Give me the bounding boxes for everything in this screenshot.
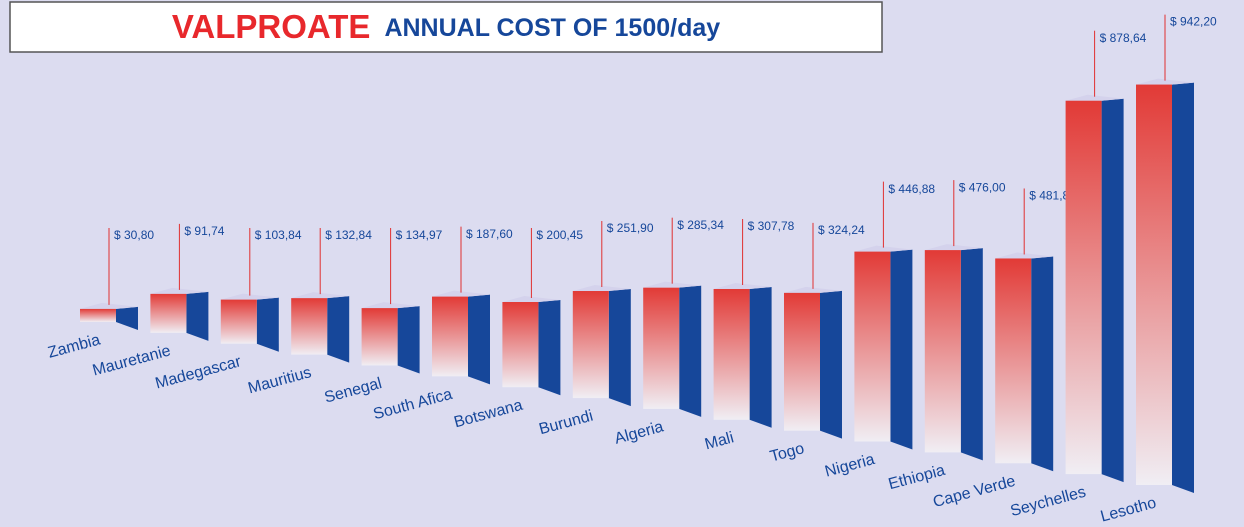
bar-top: [854, 245, 913, 252]
value-label: $ 878,64: [1100, 31, 1147, 45]
bar-top: [361, 302, 420, 309]
bar: [784, 292, 820, 431]
x-tick-label: South Afica: [372, 386, 455, 423]
value-label: $ 285,34: [677, 218, 724, 232]
bar-side: [679, 285, 702, 417]
bar-side: [256, 297, 279, 352]
bar-top: [80, 302, 138, 309]
bar-side: [538, 300, 561, 396]
bar: [643, 287, 680, 409]
x-tick-label: Lesotho: [1099, 494, 1158, 525]
value-label: $ 481,88: [1029, 189, 1076, 203]
value-label: $ 324,24: [818, 223, 865, 237]
title-line: VALPROATE ANNUAL COST OF 1500/day: [172, 8, 720, 45]
value-label: $ 30,80: [114, 228, 154, 242]
x-tick-label: Burundi: [537, 408, 595, 439]
bar-top: [572, 285, 631, 292]
bar-side: [1172, 82, 1194, 493]
bar-top: [502, 296, 561, 303]
value-label: $ 307,78: [748, 219, 795, 233]
bar-top: [220, 293, 279, 300]
x-tick-label: Zambia: [46, 331, 102, 361]
bar-top: [713, 282, 772, 289]
bar: [1136, 84, 1172, 485]
bar-top: [995, 252, 1054, 259]
value-label: $ 942,20: [1170, 15, 1217, 29]
value-label: $ 476,00: [959, 180, 1006, 194]
bar-side: [397, 306, 420, 374]
bar: [924, 250, 961, 453]
bar: [502, 302, 539, 388]
bar-side: [1101, 98, 1124, 483]
bar-side: [116, 306, 138, 330]
bar: [291, 298, 328, 355]
bar: [361, 308, 398, 366]
bar-top: [432, 290, 490, 297]
bar: [432, 296, 468, 377]
bar: [80, 308, 116, 322]
value-label: $ 187,60: [466, 227, 513, 241]
chart-title: VALPROATE: [172, 8, 371, 45]
bar: [572, 291, 609, 399]
bar-side: [468, 294, 490, 385]
value-label: $ 200,45: [536, 228, 583, 242]
value-label: $ 103,84: [255, 228, 302, 242]
value-label: $ 251,90: [607, 221, 654, 235]
x-tick-label: Botswana: [452, 397, 524, 432]
bar: [150, 293, 187, 333]
bar-side: [327, 296, 350, 363]
x-tick-label: Senegal: [323, 375, 384, 407]
bar: [854, 251, 891, 442]
x-tick-label: Nigeria: [823, 451, 876, 481]
bar-top: [1136, 78, 1194, 85]
bar-top: [643, 281, 702, 288]
bar-side: [608, 289, 631, 407]
bar-top: [150, 287, 209, 294]
value-label: $ 446,88: [888, 182, 935, 196]
x-tick-label: Mali: [703, 429, 736, 453]
bar-side: [749, 286, 772, 428]
bar-top: [784, 286, 842, 293]
bar-top: [924, 244, 983, 251]
x-tick-label: Mauritius: [246, 364, 313, 397]
x-tick-label: Algeria: [613, 418, 666, 447]
x-tick-label: Togo: [768, 440, 806, 465]
bar-side: [820, 290, 842, 439]
bar-side: [1031, 256, 1054, 472]
bar: [713, 288, 750, 420]
bar-side: [960, 248, 983, 461]
bar-top: [291, 292, 350, 299]
bar: [995, 258, 1032, 464]
bar: [220, 299, 257, 344]
bar-side: [186, 291, 209, 341]
bar-top: [1065, 94, 1124, 101]
title-box: [9, 1, 883, 53]
value-label: $ 132,84: [325, 228, 372, 242]
value-label: $ 134,97: [396, 228, 443, 242]
x-tick-label: Seychelles: [1009, 484, 1088, 520]
chart-subtitle: ANNUAL COST OF 1500/day: [384, 14, 720, 42]
value-label: $ 91,74: [184, 224, 224, 238]
bar: [1065, 100, 1102, 475]
bar-side: [890, 249, 913, 450]
x-tick-label: Ethiopia: [887, 462, 947, 493]
